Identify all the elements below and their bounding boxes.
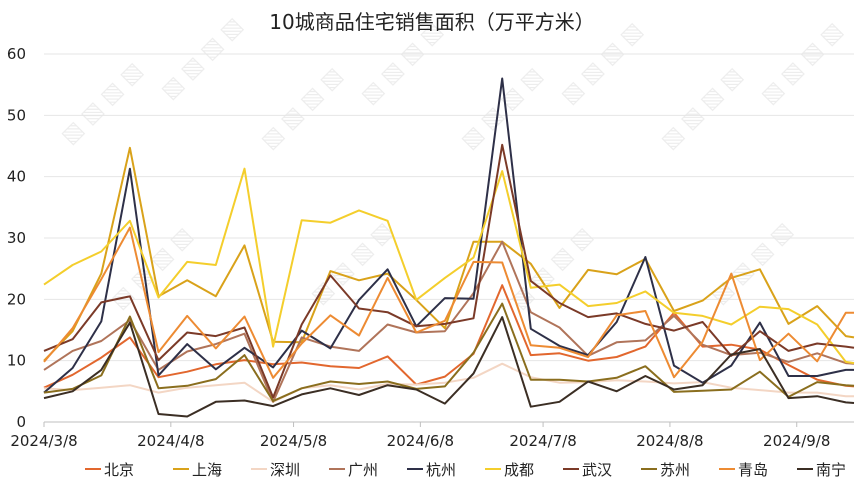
legend-label: 成都 — [504, 461, 534, 479]
series-line-南宁 — [43, 316, 855, 418]
series-line-上海 — [43, 146, 855, 362]
watermark: ▧ ▧ ▧ ▧ — [657, 63, 748, 154]
series-line-深圳 — [43, 362, 854, 403]
watermark: ▧ ▧ ▧ ▧ — [57, 58, 148, 149]
legend-label: 苏州 — [660, 461, 690, 479]
watermark: ▧ ▧ ▧ ▧ — [457, 63, 548, 154]
x-tick-label: 2024/5/8 — [260, 432, 327, 450]
chart-title: 10城商品住宅销售面积（万平方米） — [269, 10, 594, 34]
y-axis: 0 10 20 30 40 50 60 — [7, 45, 26, 431]
x-tick-label: 2024/6/8 — [387, 432, 454, 450]
watermark: ▧ ▧ ▧ ▧ — [707, 218, 798, 309]
y-tick-label: 40 — [7, 168, 26, 186]
series-line-成都 — [43, 167, 855, 365]
legend-label: 武汉 — [582, 461, 612, 479]
x-tick-label: 2024/4/8 — [137, 432, 204, 450]
y-tick-label: 30 — [7, 229, 26, 247]
watermark: ▧ ▧ ▧ ▧ — [157, 13, 248, 104]
y-tick-label: 20 — [7, 290, 26, 308]
series-line-青岛 — [43, 226, 854, 379]
series-line-北京 — [43, 284, 855, 389]
legend-label: 北京 — [104, 461, 134, 479]
y-tick-label: 0 — [16, 413, 26, 431]
watermark: ▧ ▧ ▧ ▧ — [757, 18, 848, 109]
x-tick-label: 2024/9/8 — [763, 432, 830, 450]
series-line-武汉 — [43, 143, 855, 399]
y-tick-label: 60 — [7, 45, 26, 63]
legend-label: 上海 — [192, 461, 222, 479]
x-tick-label: 2024/3/8 — [10, 432, 77, 450]
series-line-杭州 — [43, 77, 854, 394]
legend-label: 广州 — [348, 461, 378, 479]
watermark: ▧ ▧ ▧ ▧ — [257, 63, 348, 154]
y-tick-label: 10 — [7, 352, 26, 370]
legend-label: 南宁 — [816, 461, 846, 479]
legend: 北京 上海 深圳 广州 杭州 成都 武汉 苏州 青岛 南宁 — [85, 461, 846, 479]
x-tick-label: 2024/8/8 — [636, 432, 703, 450]
x-axis: 2024/3/8 2024/4/8 2024/5/8 2024/6/8 2024/7/8… — [10, 421, 854, 450]
legend-label: 深圳 — [270, 461, 300, 479]
legend-label: 杭州 — [426, 461, 456, 479]
series-line-广州 — [43, 240, 855, 403]
watermark-layer: ▧ ▧ ▧ ▧ ▧ ▧ ▧ ▧▧ ▧ ▧ ▧ ▧ ▧ ▧ ▧ ▧ ▧ ▧ ▧ ▧ ▧ ▧… — [57, 13, 848, 314]
series-group — [43, 77, 855, 418]
series-line-苏州 — [43, 302, 855, 403]
y-tick-label: 50 — [7, 106, 26, 124]
x-tick-label: 2024/7/8 — [509, 432, 576, 450]
legend-label: 青岛 — [738, 461, 768, 479]
grid-lines — [44, 53, 854, 362]
